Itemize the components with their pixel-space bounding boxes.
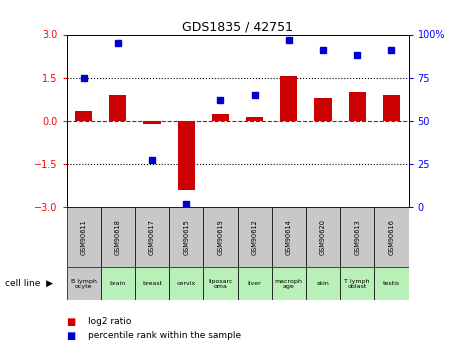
Text: log2 ratio: log2 ratio [88, 317, 131, 326]
Text: GSM90618: GSM90618 [115, 219, 121, 255]
Bar [349, 92, 366, 121]
Bar [340, 207, 374, 267]
Bar [272, 267, 306, 300]
Text: cell line  ▶: cell line ▶ [5, 279, 53, 288]
Text: GSM90615: GSM90615 [183, 219, 189, 255]
Bar [66, 267, 101, 300]
Bar [340, 267, 374, 300]
Text: GSM90612: GSM90612 [252, 219, 257, 255]
Bar [306, 267, 340, 300]
Bar [178, 121, 195, 190]
Bar [246, 117, 263, 121]
Bar [212, 114, 229, 121]
Bar [203, 267, 238, 300]
Text: breast: breast [142, 281, 162, 286]
Text: percentile rank within the sample: percentile rank within the sample [88, 331, 241, 340]
Text: T lymph
oblast: T lymph oblast [344, 278, 370, 289]
Title: GDS1835 / 42751: GDS1835 / 42751 [182, 20, 293, 33]
Text: GSM90614: GSM90614 [286, 219, 292, 255]
Bar [272, 207, 306, 267]
Bar [135, 207, 169, 267]
Bar [135, 267, 169, 300]
Text: brain: brain [110, 281, 126, 286]
Bar [374, 207, 408, 267]
Text: liposarc
oma: liposarc oma [208, 278, 233, 289]
Bar [314, 98, 332, 121]
Bar [238, 207, 272, 267]
Bar [109, 95, 126, 121]
Text: liver: liver [248, 281, 261, 286]
Text: cervix: cervix [177, 281, 196, 286]
Bar [383, 95, 400, 121]
Text: ■: ■ [66, 317, 76, 327]
Text: macroph
age: macroph age [275, 278, 303, 289]
Bar [374, 267, 408, 300]
Text: GSM90617: GSM90617 [149, 219, 155, 255]
Bar [101, 207, 135, 267]
Bar [66, 207, 101, 267]
Text: GSM90611: GSM90611 [81, 219, 86, 255]
Text: GSM90616: GSM90616 [389, 219, 394, 255]
Text: B lymph
ocyte: B lymph ocyte [71, 278, 96, 289]
Bar [169, 207, 203, 267]
Bar [101, 267, 135, 300]
Text: GSM90619: GSM90619 [218, 219, 223, 255]
Text: GSM90620: GSM90620 [320, 219, 326, 255]
Bar [169, 267, 203, 300]
Bar [203, 207, 238, 267]
Bar [238, 267, 272, 300]
Text: ■: ■ [66, 331, 76, 341]
Bar [143, 121, 161, 124]
Bar [75, 111, 92, 121]
Bar [280, 76, 297, 121]
Text: GSM90613: GSM90613 [354, 219, 360, 255]
Text: testis: testis [383, 281, 400, 286]
Bar [306, 207, 340, 267]
Text: skin: skin [317, 281, 329, 286]
